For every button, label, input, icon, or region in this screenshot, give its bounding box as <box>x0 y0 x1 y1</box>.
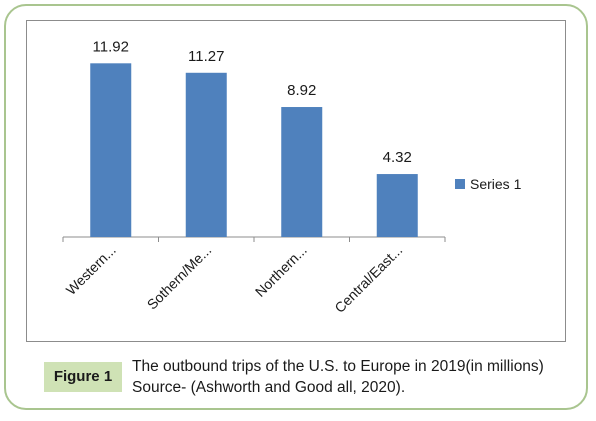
tick-label: Central/East... <box>331 242 405 316</box>
bar <box>281 107 323 237</box>
legend-entry: Series 1 <box>470 176 522 192</box>
bar <box>376 174 418 237</box>
tick-label: Western... <box>63 242 119 298</box>
tick-label: Sothern/Me... <box>144 242 215 313</box>
caption-text: The outbound trips of the U.S. to Europe… <box>132 358 544 396</box>
figure-label: Figure 1 <box>44 362 122 392</box>
legend-swatch <box>455 179 465 189</box>
bar <box>90 63 132 238</box>
data-label: 4.32 <box>383 149 412 166</box>
data-label: 11.92 <box>93 38 129 55</box>
data-label: 8.92 <box>287 82 316 99</box>
chart-area: 11.92 Western... 11.27 Sothern/Me... 8.92 Nor… <box>26 20 566 342</box>
figure-caption: Figure 1 The outbound trips of the U.S. … <box>44 356 564 406</box>
tick-label: Northern... <box>252 242 310 300</box>
bar <box>185 72 227 237</box>
data-label: 11.27 <box>188 48 224 65</box>
bar-chart: 11.92 Western... 11.27 Sothern/Me... 8.92 Nor… <box>62 38 522 316</box>
